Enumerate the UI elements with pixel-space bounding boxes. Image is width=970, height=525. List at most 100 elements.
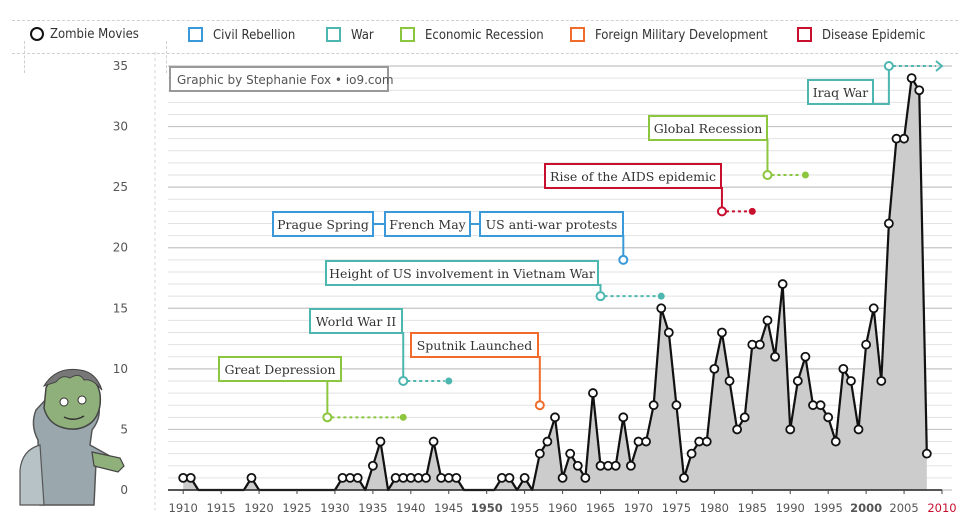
event-annotation: Rise of the AIDS epidemic (544, 163, 756, 217)
axes: 0 5 10 15 20 25 30 35 1910 1915 1920 1925 1930 1935 19… (113, 59, 957, 515)
data-point (663, 327, 674, 338)
event-connector (398, 332, 405, 377)
data-point (557, 472, 568, 483)
event-end-marker (748, 207, 756, 215)
event-label: World War II (316, 314, 397, 329)
event-connector (763, 139, 769, 172)
event-label: French May (389, 217, 466, 232)
event-box (410, 332, 539, 358)
data-point (830, 436, 841, 447)
event-box (807, 79, 874, 105)
zombie-illustration (19, 368, 125, 506)
y-tick-label: 30 (113, 120, 128, 134)
legend-label: Disease Epidemic (822, 28, 926, 43)
event-box (648, 115, 768, 141)
x-tick-label: 1915 (206, 501, 235, 515)
data-point (921, 448, 932, 459)
event-marker (595, 291, 606, 302)
data-point (785, 424, 796, 435)
legend-label: Zombie Movies (50, 27, 139, 42)
event-annotation: Iraq War (807, 60, 944, 105)
data-point (572, 460, 583, 471)
event-box (325, 260, 599, 286)
square-swatch-icon (326, 27, 341, 42)
x-tick-label: 1945 (434, 501, 463, 515)
legend-item-disease-epidemic: Disease Epidemic (797, 27, 926, 43)
data-point (800, 351, 811, 362)
data-points (178, 73, 932, 483)
legend-item-economic-recession: Economic Recession (400, 27, 544, 43)
event-connector (534, 356, 541, 402)
data-point (428, 436, 439, 447)
data-point (618, 412, 629, 423)
event-label: US anti-war protests (486, 217, 618, 232)
data-point (656, 303, 667, 314)
event-marker (398, 375, 409, 386)
square-swatch-icon (797, 27, 812, 42)
data-point (565, 448, 576, 459)
legend-label: Civil Rebellion (213, 28, 296, 43)
x-tick-label: 1985 (738, 501, 767, 515)
data-point (534, 448, 545, 459)
data-point (679, 472, 689, 483)
event-marker (716, 206, 727, 217)
legend-label: Foreign Military Development (595, 28, 768, 43)
data-point (375, 436, 386, 447)
legend-label: Economic Recession (425, 28, 544, 43)
event-annotation: French May (384, 211, 480, 237)
event-end-marker (657, 292, 665, 300)
event-end-marker (801, 171, 809, 179)
data-point (876, 376, 887, 386)
event-annotation: Prague Spring (272, 211, 385, 237)
event-label: Prague Spring (277, 217, 369, 232)
x-tick-label: 1975 (662, 501, 691, 515)
data-point (648, 400, 659, 411)
data-point (853, 424, 864, 435)
event-marker (618, 254, 629, 265)
y-tick-label: 25 (113, 180, 128, 194)
data-point (883, 218, 894, 229)
data-point (185, 472, 196, 483)
data-point (542, 436, 553, 447)
legend: Zombie Movies Civil Rebellion War Econom… (12, 20, 958, 73)
event-label: Height of US involvement in Vietnam War (329, 266, 595, 281)
y-tick-label: 10 (113, 362, 128, 376)
data-point (868, 303, 879, 314)
event-label: Global Recession (654, 121, 763, 136)
credit-box: Graphic by Stephanie Fox • io9.com (169, 66, 394, 92)
x-tick-label: 1965 (586, 501, 615, 515)
legend-item-foreign-military-development: Foreign Military Development (570, 27, 768, 43)
data-point (580, 472, 591, 483)
data-point (838, 363, 849, 374)
event-box (272, 211, 374, 237)
data-point (709, 363, 720, 374)
circle-marker-icon (30, 27, 44, 41)
square-swatch-icon (570, 27, 585, 42)
event-marker (534, 400, 545, 411)
x-tick-label: 1910 (169, 501, 198, 515)
data-point (717, 327, 727, 338)
event-end-marker (445, 377, 453, 385)
data-point (588, 388, 598, 398)
x-tick-label: 1960 (548, 501, 577, 515)
data-point (625, 460, 636, 471)
event-annotation: US anti-war protests (479, 211, 629, 265)
credit-text: Graphic by Stephanie Fox • io9.com (177, 73, 394, 87)
y-tick-label: 35 (113, 59, 128, 73)
x-tick-label: 2000 (850, 501, 882, 515)
event-box (544, 163, 722, 189)
square-swatch-icon (188, 27, 203, 42)
area-shape (183, 78, 927, 490)
data-point (762, 315, 773, 326)
event-box (384, 211, 471, 237)
data-point (421, 472, 431, 483)
arrowhead-icon (935, 60, 944, 72)
y-tick-label: 0 (120, 483, 128, 497)
event-label: Iraq War (813, 85, 869, 100)
y-tick-label: 15 (113, 301, 128, 315)
event-connector (594, 284, 602, 293)
data-point (451, 472, 462, 483)
x-tick-label: 1920 (244, 501, 273, 515)
y-tick-label: 5 (120, 422, 128, 436)
